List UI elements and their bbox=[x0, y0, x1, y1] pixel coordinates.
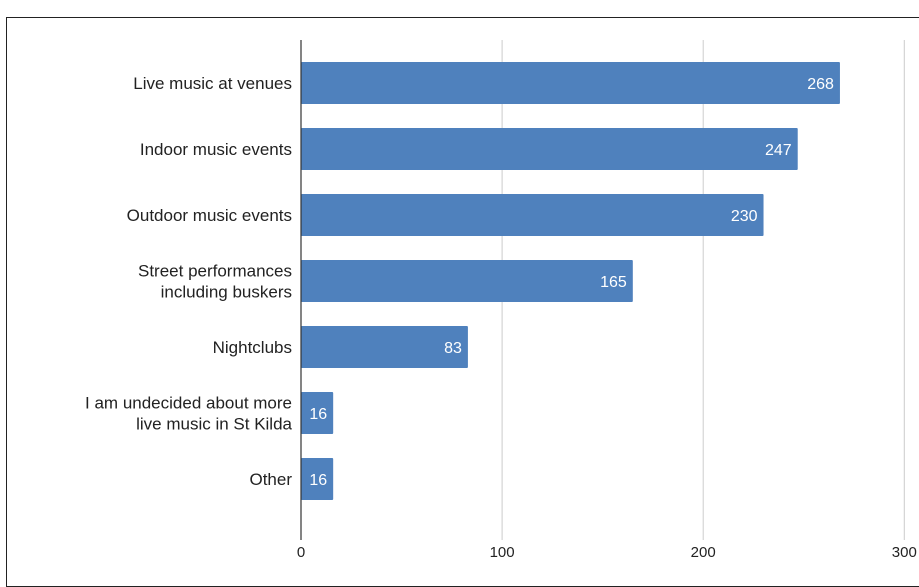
bar bbox=[301, 194, 764, 236]
bar-value-label: 16 bbox=[309, 472, 327, 489]
x-tick-label: 0 bbox=[297, 544, 305, 561]
bar-value-label: 268 bbox=[807, 76, 834, 93]
bar bbox=[301, 326, 468, 368]
category-label: Nightclubs bbox=[213, 338, 292, 357]
category-label: Outdoor music events bbox=[127, 206, 292, 225]
category-label: Live music at venues bbox=[133, 74, 292, 93]
x-tick-label: 100 bbox=[490, 544, 515, 561]
bar bbox=[301, 458, 334, 500]
category-label: including buskers bbox=[161, 283, 292, 302]
bar-value-label: 230 bbox=[731, 208, 758, 225]
bar bbox=[301, 392, 334, 434]
x-axis-ticks: 0 100 200 300 bbox=[297, 544, 917, 561]
bar bbox=[301, 128, 798, 170]
category-label: Other bbox=[249, 470, 292, 489]
bar-chart: 268 247 230 165 83 16 16 Live music at venues I… bbox=[85, 40, 917, 561]
category-label: I am undecided about more bbox=[85, 394, 292, 413]
bar-value-label: 16 bbox=[309, 406, 327, 423]
bars: 268 247 230 165 83 16 16 bbox=[301, 62, 840, 500]
x-tick-label: 200 bbox=[691, 544, 716, 561]
category-labels: Live music at venues Indoor music events O… bbox=[85, 74, 293, 489]
bar-value-label: 247 bbox=[765, 142, 792, 159]
bar-value-label: 165 bbox=[600, 274, 627, 291]
bar bbox=[301, 62, 840, 104]
category-label: live music in St Kilda bbox=[136, 415, 292, 434]
x-tick-label: 300 bbox=[892, 544, 917, 561]
category-label: Street performances bbox=[138, 262, 292, 281]
category-label: Indoor music events bbox=[140, 140, 292, 159]
bar bbox=[301, 260, 633, 302]
bar-value-label: 83 bbox=[444, 340, 462, 357]
